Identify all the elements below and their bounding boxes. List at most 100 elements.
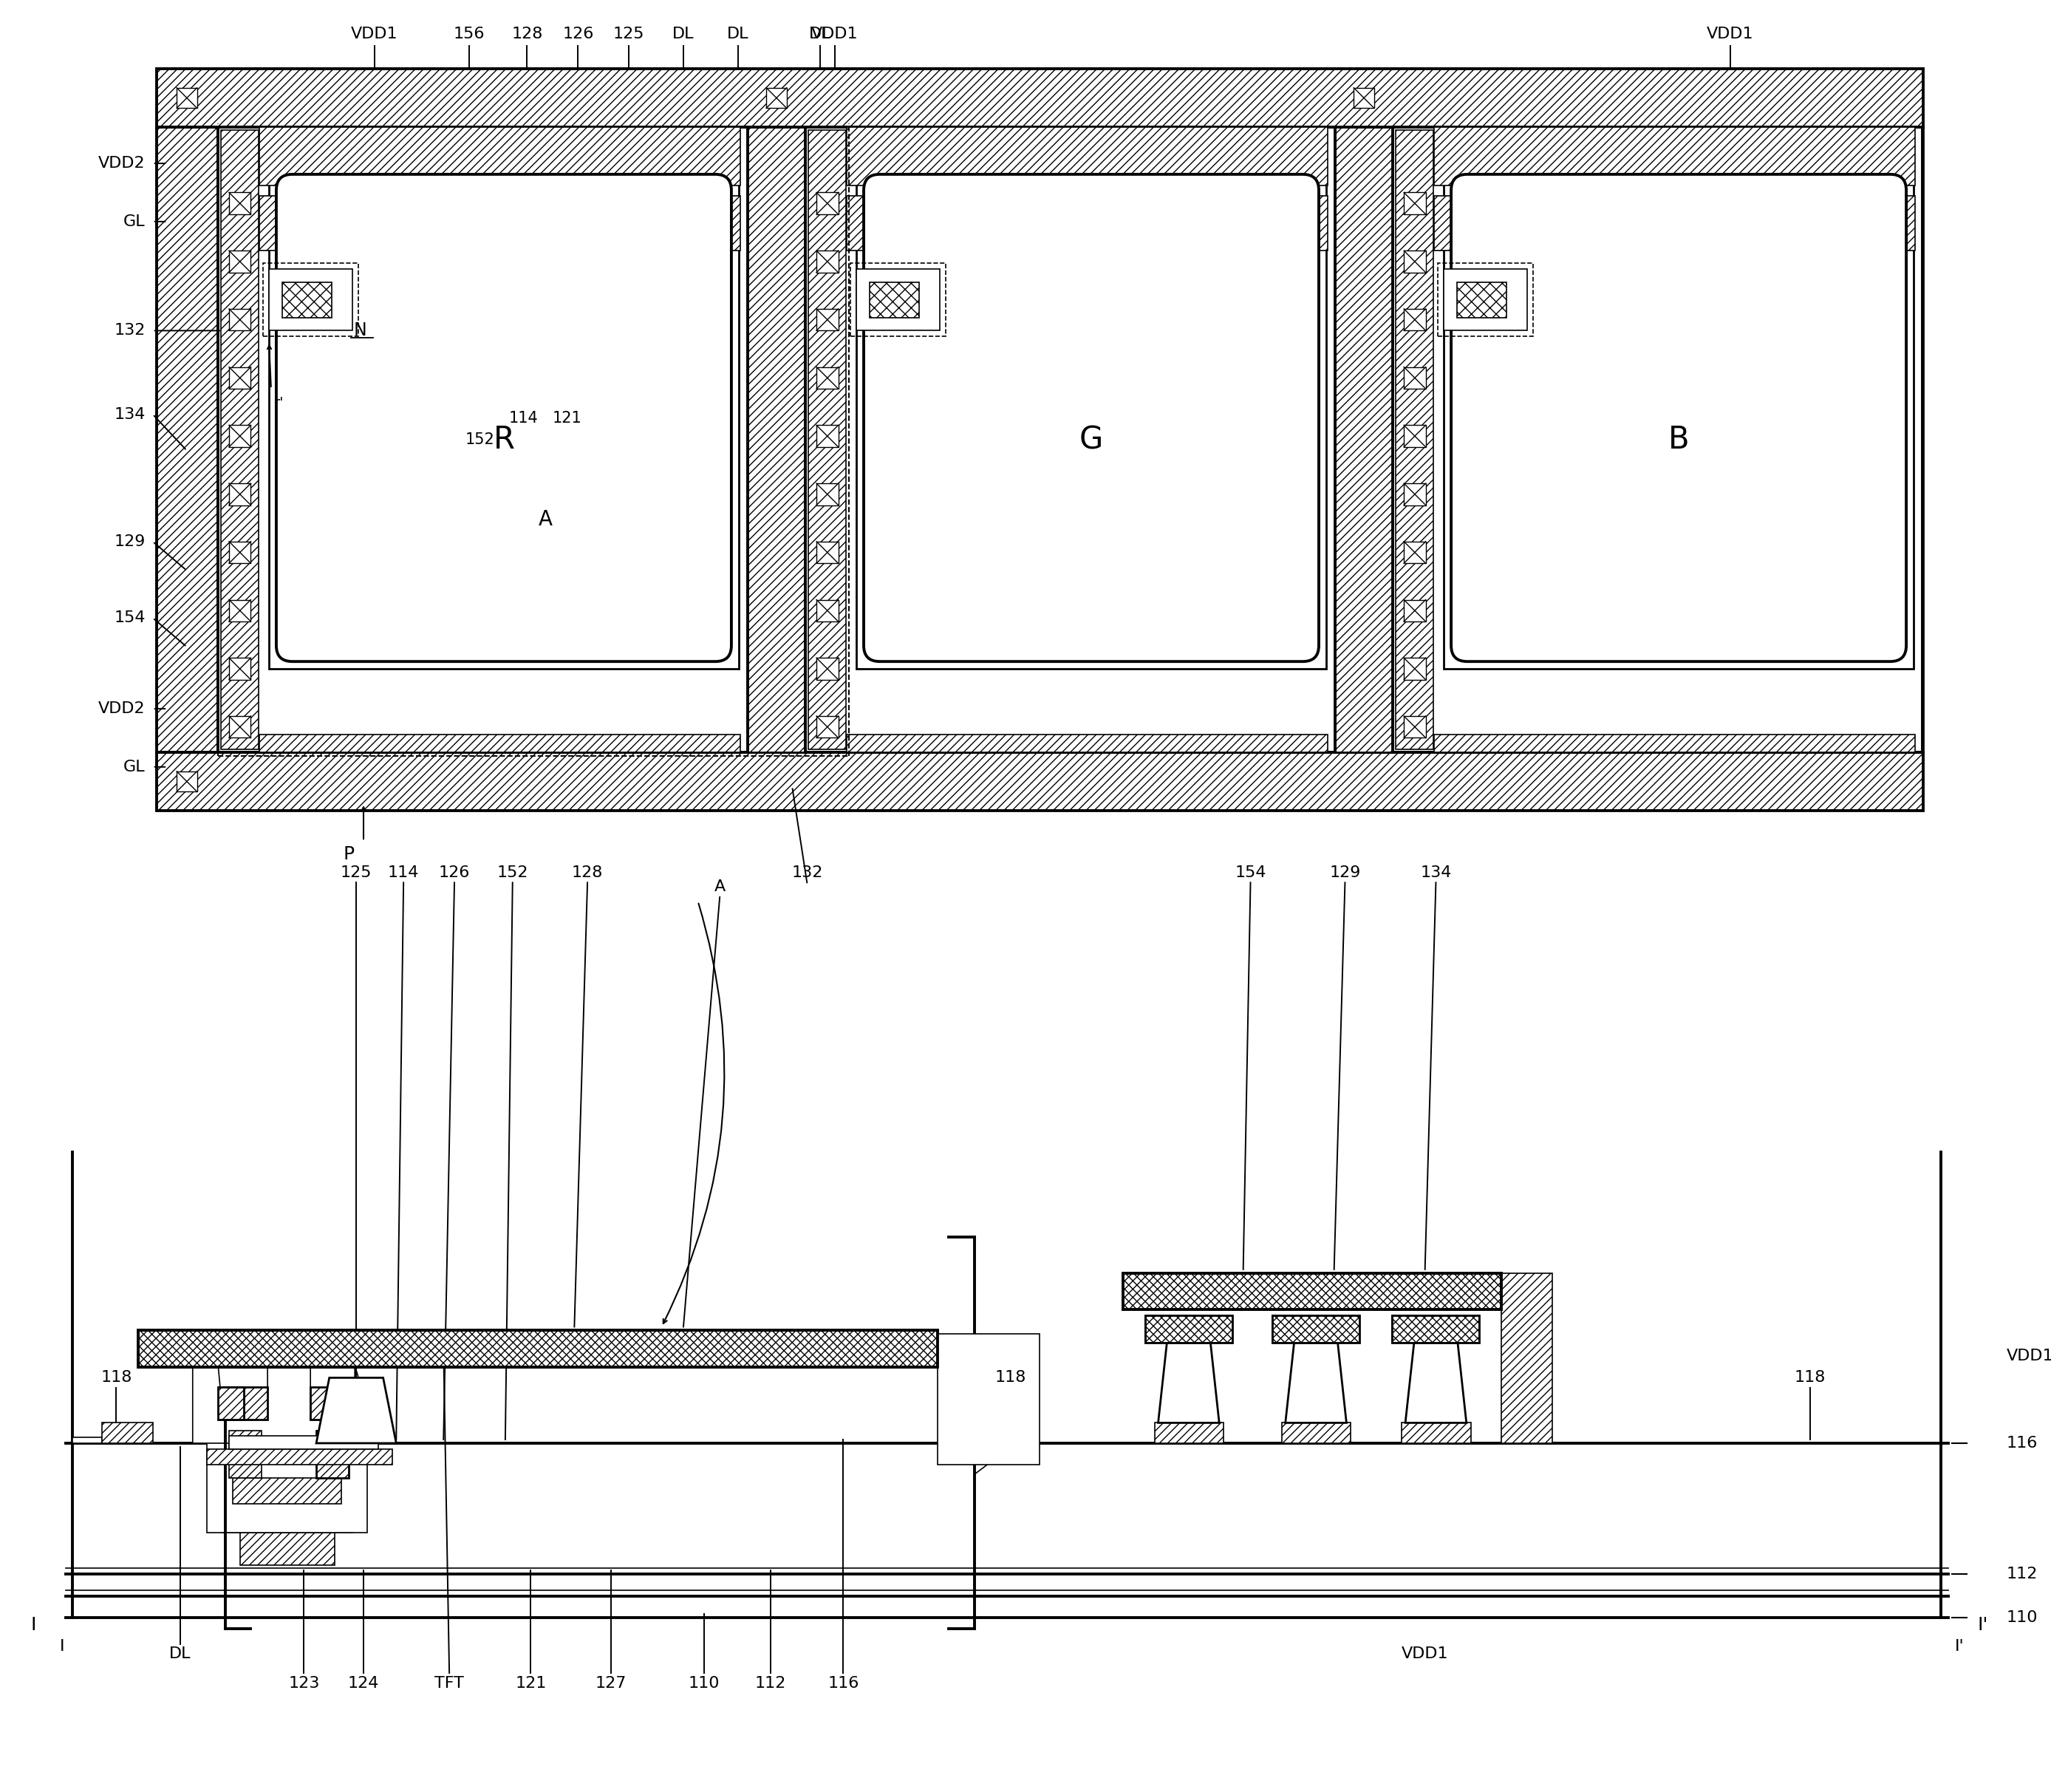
- Text: B: B: [1667, 425, 1690, 455]
- Bar: [1144, 1315, 1233, 1342]
- Bar: [1354, 88, 1374, 108]
- Bar: [816, 658, 839, 679]
- Bar: [1403, 658, 1425, 679]
- Bar: [207, 1450, 392, 1466]
- Bar: [269, 167, 738, 668]
- Bar: [851, 263, 946, 337]
- Text: R: R: [492, 425, 515, 455]
- Text: 152: 152: [496, 866, 529, 880]
- Bar: [1434, 735, 1916, 753]
- Bar: [816, 717, 839, 738]
- Bar: [230, 658, 250, 679]
- Text: 126: 126: [562, 27, 593, 41]
- Text: 125: 125: [613, 27, 644, 41]
- Text: 154: 154: [1235, 866, 1265, 880]
- Bar: [1401, 1423, 1471, 1443]
- Text: 129: 129: [115, 534, 146, 548]
- Bar: [72, 1437, 103, 1443]
- Text: 116: 116: [2006, 1435, 2039, 1450]
- Text: 110: 110: [2006, 1611, 2039, 1625]
- Bar: [224, 1387, 267, 1419]
- Bar: [176, 88, 197, 108]
- Text: 129: 129: [1329, 866, 1360, 880]
- Bar: [816, 367, 839, 389]
- Bar: [1444, 167, 1914, 668]
- Bar: [1403, 308, 1425, 332]
- Text: VDD2: VDD2: [98, 156, 146, 170]
- Bar: [937, 1333, 1040, 1466]
- Bar: [1444, 269, 1528, 332]
- Bar: [847, 735, 1327, 753]
- Bar: [230, 251, 250, 272]
- Bar: [870, 283, 919, 317]
- Bar: [847, 195, 1327, 251]
- Text: 126: 126: [439, 866, 470, 880]
- Text: VDD2: VDD2: [98, 701, 146, 717]
- Bar: [1272, 1315, 1360, 1342]
- Text: 125: 125: [340, 866, 371, 880]
- Text: 134: 134: [1419, 866, 1452, 880]
- Bar: [217, 1387, 244, 1419]
- Text: N: N: [353, 323, 367, 339]
- Bar: [808, 131, 847, 749]
- Text: 156: 156: [453, 27, 484, 41]
- Bar: [260, 735, 740, 753]
- Text: 118: 118: [100, 1371, 131, 1385]
- Polygon shape: [1159, 1342, 1218, 1423]
- FancyBboxPatch shape: [277, 174, 732, 661]
- Bar: [1403, 425, 1425, 446]
- Text: 123: 123: [289, 1676, 320, 1690]
- Bar: [1403, 192, 1425, 215]
- Bar: [1393, 1315, 1479, 1342]
- Bar: [857, 167, 1327, 668]
- Bar: [816, 541, 839, 563]
- Bar: [103, 1423, 152, 1443]
- Text: A: A: [537, 509, 552, 530]
- FancyBboxPatch shape: [1452, 174, 1905, 661]
- Polygon shape: [193, 1366, 377, 1443]
- Polygon shape: [1286, 1342, 1345, 1423]
- Text: 154: 154: [115, 611, 146, 625]
- Bar: [230, 600, 250, 622]
- Text: GL: GL: [123, 760, 146, 774]
- Text: VDD1: VDD1: [351, 27, 398, 41]
- Text: A: A: [714, 880, 726, 894]
- Bar: [230, 541, 250, 563]
- Text: 110: 110: [687, 1676, 720, 1690]
- Bar: [747, 127, 806, 753]
- Bar: [1155, 1423, 1224, 1443]
- Text: VDD1: VDD1: [810, 27, 857, 41]
- Text: DL: DL: [810, 27, 831, 41]
- Text: 152: 152: [466, 432, 494, 446]
- Bar: [1403, 367, 1425, 389]
- Bar: [1124, 1272, 1501, 1310]
- Bar: [767, 88, 788, 108]
- Text: G: G: [1079, 425, 1103, 455]
- Text: DL: DL: [726, 27, 749, 41]
- Text: I: I: [59, 1640, 64, 1654]
- Text: DL: DL: [673, 27, 695, 41]
- Bar: [1282, 1423, 1352, 1443]
- Bar: [1403, 600, 1425, 622]
- Text: TFT: TFT: [1475, 294, 1497, 306]
- Text: 116: 116: [829, 1676, 859, 1690]
- Bar: [816, 425, 839, 446]
- Bar: [1501, 1272, 1553, 1443]
- Bar: [156, 127, 217, 753]
- Bar: [316, 1430, 349, 1478]
- Text: 128: 128: [572, 866, 603, 880]
- Text: I: I: [31, 1616, 37, 1634]
- Bar: [1397, 131, 1434, 749]
- Text: 124: 124: [349, 1676, 379, 1690]
- Bar: [1434, 127, 1916, 185]
- Bar: [847, 127, 1327, 185]
- Text: TFT: TFT: [435, 1676, 464, 1690]
- Text: 121: 121: [552, 410, 582, 425]
- Bar: [156, 68, 1924, 127]
- Bar: [137, 1330, 937, 1367]
- Text: I': I': [1955, 1640, 1965, 1654]
- Bar: [1272, 1315, 1360, 1342]
- Text: VDD1: VDD1: [1401, 1647, 1448, 1661]
- Bar: [1864, 127, 1924, 753]
- Bar: [1403, 717, 1425, 738]
